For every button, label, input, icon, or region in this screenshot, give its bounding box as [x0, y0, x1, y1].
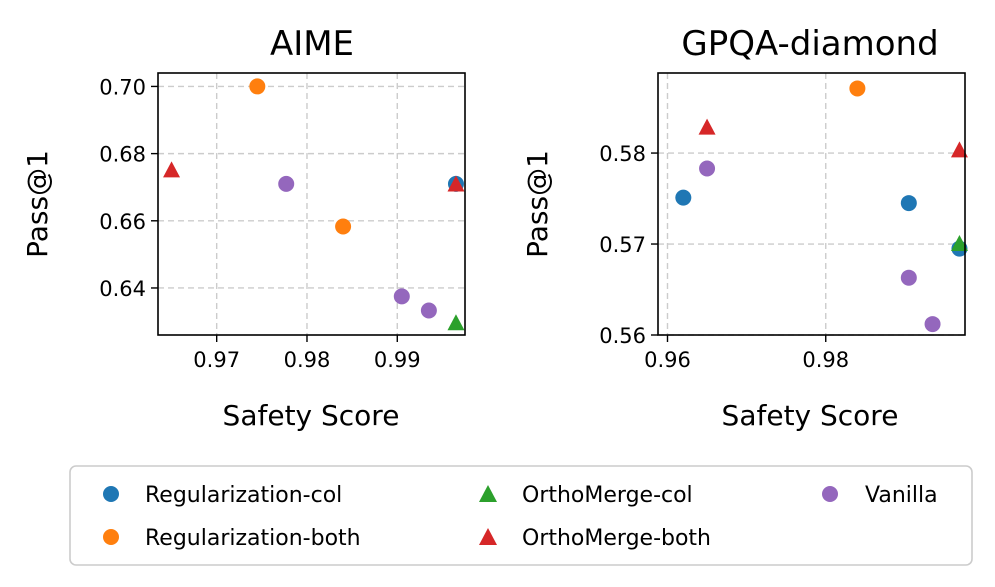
aime-y-tick-label: 0.66 — [99, 210, 146, 234]
point-orthomerge-both — [447, 175, 465, 192]
y-axis-label-gpqa-diamond: Pass@1 — [521, 150, 554, 258]
point-regularization-both — [849, 80, 866, 97]
gpqa-diamond-y-tick-label: 0.57 — [599, 233, 646, 257]
point-regularization-col — [900, 195, 917, 212]
x-axis-label-aime: Safety Score — [223, 399, 400, 432]
chart-title-aime: AIME — [270, 24, 354, 64]
point-vanilla — [278, 175, 295, 192]
legend-marker-vanilla — [822, 486, 838, 502]
legend-label-regularization-both: Regularization-both — [145, 526, 361, 551]
legend-marker-orthomerge-col — [479, 485, 497, 502]
grid-gpqa-diamond — [658, 73, 965, 336]
marks-gpqa-diamond — [675, 80, 968, 333]
grid-aime — [158, 73, 465, 335]
point-orthomerge-both — [163, 161, 181, 178]
ticks-gpqa-diamond: 0.96 0.98 0.56 0.57 0.58 — [599, 142, 849, 372]
point-regularization-col — [675, 189, 692, 206]
legend-box — [69, 465, 973, 566]
plot-frame-gpqa-diamond — [657, 72, 966, 336]
gpqa-diamond-x-tick-label: 0.98 — [802, 348, 849, 372]
chart-title-gpqa-diamond: GPQA-diamond — [681, 24, 938, 64]
gpqa-diamond-x-tick-label: 0.96 — [644, 348, 691, 372]
legend-label-orthomerge-both: OrthoMerge-both — [522, 526, 711, 551]
legend: Regularization-col Regularization-both O… — [69, 465, 973, 566]
aime-y-tick-label: 0.68 — [99, 143, 146, 167]
point-vanilla — [900, 269, 917, 286]
point-vanilla — [924, 316, 941, 333]
ticks-aime: 0.97 0.98 0.99 0.64 0.66 0.68 0.70 — [99, 75, 420, 372]
legend-item-vanilla: Vanilla — [822, 483, 938, 508]
legend-marker-regularization-col — [103, 486, 119, 502]
gpqa-diamond-y-tick-label: 0.58 — [599, 142, 646, 166]
aime-y-tick-label: 0.64 — [99, 277, 146, 301]
legend-item-orthomerge-both: OrthoMerge-both — [479, 526, 711, 551]
point-vanilla — [393, 288, 410, 305]
point-orthomerge-col — [950, 235, 968, 252]
legend-item-regularization-col: Regularization-col — [103, 483, 342, 508]
legend-item-regularization-both: Regularization-both — [103, 526, 361, 551]
aime-x-tick-label: 0.97 — [193, 348, 240, 372]
point-orthomerge-both — [698, 118, 716, 135]
aime-x-tick-label: 0.99 — [374, 348, 421, 372]
chart-gpqa-diamond: GPQA-diamond 0.96 0.98 0.56 0.57 0.58 Safety… — [521, 24, 968, 432]
point-regularization-both — [335, 218, 352, 235]
x-axis-label-gpqa-diamond: Safety Score — [722, 399, 899, 432]
legend-item-orthomerge-col: OrthoMerge-col — [479, 483, 693, 508]
legend-label-regularization-col: Regularization-col — [145, 483, 342, 508]
legend-label-vanilla: Vanilla — [865, 483, 938, 508]
point-vanilla — [420, 302, 437, 319]
point-vanilla — [699, 160, 716, 177]
legend-marker-regularization-both — [103, 529, 119, 545]
aime-x-tick-label: 0.98 — [284, 348, 331, 372]
y-axis-label-aime: Pass@1 — [21, 150, 54, 258]
point-orthomerge-both — [950, 141, 968, 158]
point-regularization-both — [249, 78, 266, 95]
chart-aime: AIME 0.97 0.98 0.99 0.64 0.66 0.68 0.70 Safety… — [21, 24, 466, 432]
legend-marker-orthomerge-both — [479, 528, 497, 545]
marks-aime — [163, 78, 465, 331]
point-orthomerge-col — [447, 314, 465, 331]
aime-y-tick-label: 0.70 — [99, 75, 146, 99]
legend-label-orthomerge-col: OrthoMerge-col — [522, 483, 693, 508]
gpqa-diamond-y-tick-label: 0.56 — [599, 324, 646, 348]
plot-frame-aime — [157, 72, 466, 336]
